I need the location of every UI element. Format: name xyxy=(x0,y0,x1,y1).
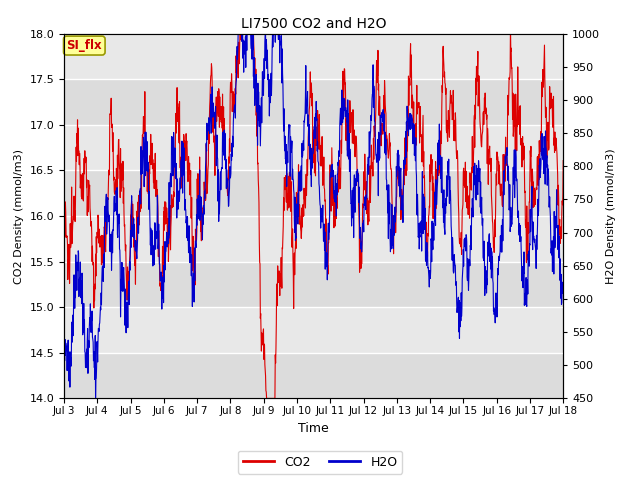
Bar xyxy=(64,79,563,125)
Legend: CO2, H2O: CO2, H2O xyxy=(237,451,403,474)
Bar xyxy=(64,170,563,216)
Bar xyxy=(64,262,563,307)
X-axis label: Time: Time xyxy=(298,421,329,434)
Y-axis label: CO2 Density (mmol/m3): CO2 Density (mmol/m3) xyxy=(14,148,24,284)
Text: SI_flx: SI_flx xyxy=(67,39,102,52)
Title: LI7500 CO2 and H2O: LI7500 CO2 and H2O xyxy=(241,17,387,31)
Y-axis label: H2O Density (mmol/m3): H2O Density (mmol/m3) xyxy=(606,148,616,284)
Bar xyxy=(64,353,563,398)
